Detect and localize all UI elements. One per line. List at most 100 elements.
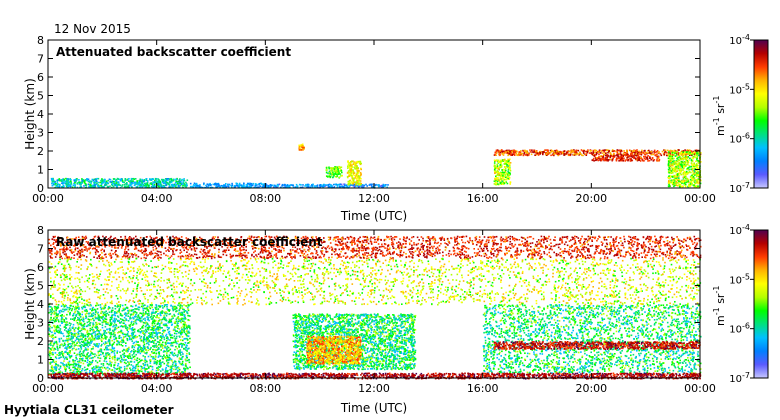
heatmap-cell: [356, 183, 358, 185]
heatmap-cell: [53, 181, 55, 183]
heatmap-cell: [431, 246, 433, 248]
heatmap-cell: [600, 258, 602, 260]
heatmap-cell: [63, 182, 65, 184]
heatmap-cell: [370, 237, 372, 239]
heatmap-cell: [465, 242, 467, 244]
heatmap-cell: [592, 154, 594, 156]
heatmap-cell: [574, 240, 576, 242]
heatmap-cell: [338, 170, 340, 172]
heatmap-cell: [386, 250, 388, 252]
heatmap-cell: [677, 168, 679, 170]
heatmap-cell: [73, 185, 75, 187]
heatmap-cell: [466, 236, 468, 238]
heatmap-cell: [112, 253, 114, 255]
heatmap-cell: [497, 243, 499, 245]
heatmap-cell: [155, 186, 157, 188]
heatmap-cell: [510, 162, 512, 164]
heatmap-cell: [473, 248, 475, 250]
heatmap-cell: [667, 150, 669, 152]
heatmap-cell: [187, 249, 189, 251]
heatmap-cell: [390, 257, 392, 259]
heatmap-cell: [673, 182, 675, 184]
heatmap-cell: [357, 172, 359, 174]
heatmap-cell: [66, 180, 68, 182]
y-tick-label: 1: [37, 164, 44, 177]
heatmap-cell: [74, 182, 76, 184]
heatmap-cell: [172, 180, 174, 182]
heatmap-cell: [576, 154, 578, 156]
heatmap-cell: [375, 184, 377, 186]
heatmap-cell: [623, 160, 625, 162]
heatmap-cell: [668, 175, 670, 177]
heatmap-cell: [666, 252, 668, 254]
heatmap-cell: [333, 184, 335, 186]
heatmap-cell: [691, 162, 693, 164]
heatmap-cell: [524, 150, 526, 152]
heatmap-cell: [675, 164, 677, 166]
heatmap-cell: [152, 184, 154, 186]
heatmap-cell: [652, 158, 654, 160]
heatmap-cell: [118, 256, 120, 258]
heatmap-cell: [61, 182, 63, 184]
heatmap-cell: [337, 236, 339, 238]
heatmap-cell: [656, 160, 658, 162]
heatmap-cell: [371, 186, 373, 188]
heatmap-cell: [622, 245, 624, 247]
heatmap-cell: [314, 185, 316, 187]
heatmap-cell: [692, 178, 694, 180]
heatmap-cell: [274, 254, 276, 256]
heatmap-cell: [96, 257, 98, 259]
heatmap-cell: [51, 249, 53, 251]
heatmap-cell: [640, 160, 642, 162]
heatmap-cell: [565, 241, 567, 243]
heatmap-cell: [104, 181, 106, 183]
heatmap-cell: [607, 159, 609, 161]
heatmap-cell: [232, 185, 234, 187]
heatmap-cell: [246, 255, 248, 257]
heatmap-cell: [377, 247, 379, 249]
heatmap-cell: [673, 158, 675, 160]
heatmap-cell: [312, 184, 314, 186]
heatmap-cell: [604, 239, 606, 241]
heatmap-cell: [533, 150, 535, 152]
heatmap-cell: [593, 150, 595, 152]
heatmap-cell: [678, 179, 680, 181]
heatmap-cell: [460, 251, 462, 253]
heatmap-cell: [235, 250, 237, 252]
heatmap-cell: [580, 242, 582, 244]
heatmap-cell: [581, 149, 583, 151]
heatmap-cell: [117, 181, 119, 183]
heatmap-cell: [135, 178, 137, 180]
heatmap-cell: [644, 154, 646, 156]
heatmap-cell: [184, 180, 186, 182]
heatmap-cell: [298, 145, 300, 147]
heatmap-cell: [546, 254, 548, 256]
heatmap-cell: [367, 238, 369, 240]
heatmap-cell: [353, 174, 355, 176]
heatmap-cell: [691, 240, 693, 242]
heatmap-cell: [88, 184, 90, 186]
heatmap-cell: [644, 150, 646, 152]
heatmap-cell: [354, 186, 356, 188]
heatmap-cell: [595, 160, 597, 162]
heatmap-cell: [504, 163, 506, 165]
heatmap-cell: [366, 258, 368, 260]
heatmap-cell: [224, 250, 226, 252]
heatmap-cell: [508, 247, 510, 249]
heatmap-cell: [309, 257, 311, 259]
heatmap-cell: [693, 170, 695, 172]
heatmap-cell: [125, 180, 127, 182]
heatmap-cell: [500, 174, 502, 176]
heatmap-cell: [457, 254, 459, 256]
heatmap-cell: [698, 155, 700, 157]
heatmap-cell: [352, 248, 354, 250]
heatmap-cell: [568, 151, 570, 153]
heatmap-cell: [505, 236, 507, 238]
heatmap-cell: [261, 183, 263, 185]
heatmap-cell: [498, 175, 500, 177]
heatmap-cell: [643, 156, 645, 158]
heatmap-cell: [674, 153, 676, 155]
heatmap-cell: [412, 248, 414, 250]
heatmap-cell: [432, 247, 434, 249]
heatmap-cell: [645, 152, 647, 154]
